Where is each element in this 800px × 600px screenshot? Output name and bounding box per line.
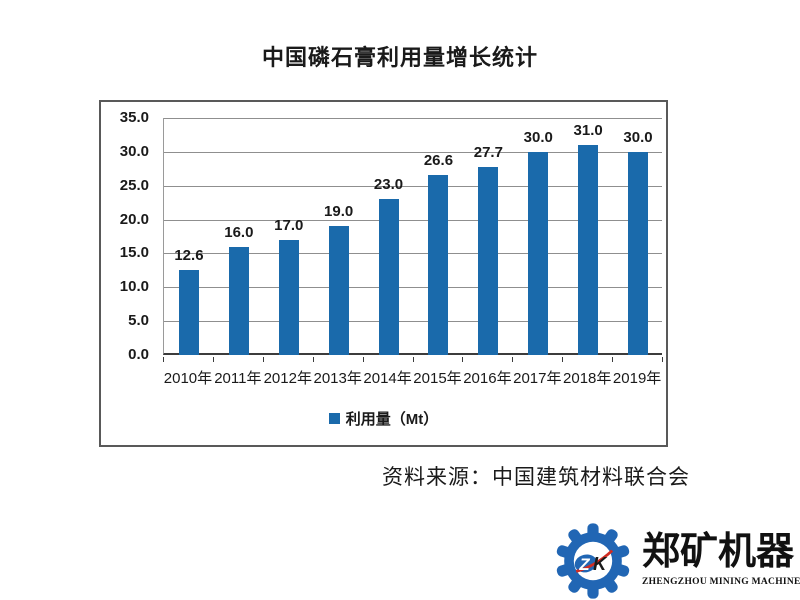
y-tick-label: 35.0 xyxy=(119,109,149,126)
x-axis-labels: 2010年 2011年 2012年 2013年 2014年 2015年 2016年 2017年… xyxy=(163,367,662,387)
bar xyxy=(278,239,299,355)
x-tick-mark xyxy=(362,357,364,362)
y-tick-label: 25.0 xyxy=(119,176,149,194)
source-note: 资料来源：中国建筑材料联合会 xyxy=(382,465,690,489)
gridline xyxy=(164,185,662,187)
company-logo: Z K 郑矿机器 ZHENGZHOU MINING MACHINERY xyxy=(553,521,800,600)
y-tick-label: 15.0 xyxy=(119,244,149,262)
bar xyxy=(628,151,649,355)
legend-label: 利用量（Mt） xyxy=(345,411,439,428)
y-axis-labels: 35.0 30.0 25.0 20.0 15.0 10.0 5.0 0.0 xyxy=(101,102,153,445)
bar xyxy=(378,199,399,355)
x-tick-mark xyxy=(462,357,464,362)
x-tick-mark xyxy=(262,357,264,362)
x-tick-mark xyxy=(163,357,164,362)
bar-slot: 17.0 xyxy=(264,118,314,355)
bar-value-label: 26.6 xyxy=(423,151,454,169)
bar xyxy=(578,145,599,355)
gridline xyxy=(164,219,662,221)
gridline xyxy=(164,321,662,323)
x-tick-mark xyxy=(562,357,564,362)
bar-value-label: 31.0 xyxy=(573,122,603,140)
x-tick-label: 2016年 xyxy=(463,370,512,387)
bar-value-label: 17.0 xyxy=(274,216,304,234)
company-name-cn: 郑矿机器 xyxy=(642,531,795,573)
bar xyxy=(178,269,199,355)
x-tick-label: 2018年 xyxy=(563,370,612,387)
x-tick-label: 2013年 xyxy=(313,370,362,387)
bar xyxy=(478,167,499,355)
x-tick-mark xyxy=(212,357,214,362)
monogram-z-badge xyxy=(574,554,597,573)
bar-value-label: 30.0 xyxy=(623,128,653,146)
legend-swatch-icon xyxy=(328,413,340,424)
x-tick-label: 2017年 xyxy=(513,370,562,387)
chart-title: 中国磷石膏利用量增长统计 xyxy=(261,45,538,70)
gridline xyxy=(164,253,662,255)
x-tick-label: 2012年 xyxy=(263,370,312,387)
x-tick-label: 2014年 xyxy=(363,370,412,387)
x-tick-mark xyxy=(412,357,414,362)
bar-value-label: 16.0 xyxy=(224,223,254,241)
company-name-block: 郑矿机器 ZHENGZHOU MINING MACHINERY xyxy=(642,521,800,587)
bar xyxy=(228,246,249,355)
y-tick-label: 10.0 xyxy=(119,278,149,296)
bar-slot: 30.0 xyxy=(613,118,663,355)
gridline xyxy=(164,151,662,153)
legend: 利用量（Mt） xyxy=(101,408,666,429)
bar-slot: 12.6 xyxy=(164,118,214,355)
x-tick-mark xyxy=(312,357,314,362)
x-tick-mark xyxy=(612,357,614,362)
bar-value-label: 19.0 xyxy=(324,203,354,221)
monogram-k: K xyxy=(593,553,608,574)
gridline xyxy=(164,287,662,289)
bar-value-label: 23.0 xyxy=(373,176,404,194)
x-tick-label: 2019年 xyxy=(612,370,662,387)
bar-value-label: 12.6 xyxy=(174,246,204,264)
x-tick-label: 2011年 xyxy=(214,370,262,387)
y-tick-label: 5.0 xyxy=(128,312,149,330)
bar-slot: 27.7 xyxy=(463,118,513,355)
bar xyxy=(328,226,349,355)
bar-slot: 30.0 xyxy=(513,118,563,355)
x-tick-label: 2015年 xyxy=(413,370,462,387)
x-tick-label: 2010年 xyxy=(163,370,213,387)
bar xyxy=(428,174,449,355)
bar-value-label: 27.7 xyxy=(473,144,503,162)
y-tick-label: 0.0 xyxy=(128,346,149,363)
y-tick-label: 20.0 xyxy=(119,210,149,228)
bar-value-label: 30.0 xyxy=(523,128,553,146)
y-tick-label: 30.0 xyxy=(119,142,149,160)
bar-slot: 23.0 xyxy=(364,118,414,355)
plot-area: 12.6 16.0 17.0 19.0 23.0 26.6 27.7 30.0 31.0 30.0 xyxy=(163,118,662,355)
bar xyxy=(528,151,549,355)
gear-logo-icon: Z K xyxy=(556,523,630,599)
bar-slot: 31.0 xyxy=(563,118,613,355)
logo-red-swoosh xyxy=(575,549,614,573)
chart-frame: 35.0 30.0 25.0 20.0 15.0 10.0 5.0 0.0 12.6 16.0 1… xyxy=(99,100,668,447)
x-tick-mark xyxy=(512,357,514,362)
bar-slot: 26.6 xyxy=(414,118,464,355)
company-name-en: ZHENGZHOU MINING MACHINERY xyxy=(642,576,800,587)
gridline xyxy=(164,118,662,119)
monogram-z: Z xyxy=(578,555,590,574)
bar-slot: 16.0 xyxy=(214,118,264,355)
bar-slot: 19.0 xyxy=(314,118,364,355)
x-tick-mark xyxy=(662,357,663,362)
